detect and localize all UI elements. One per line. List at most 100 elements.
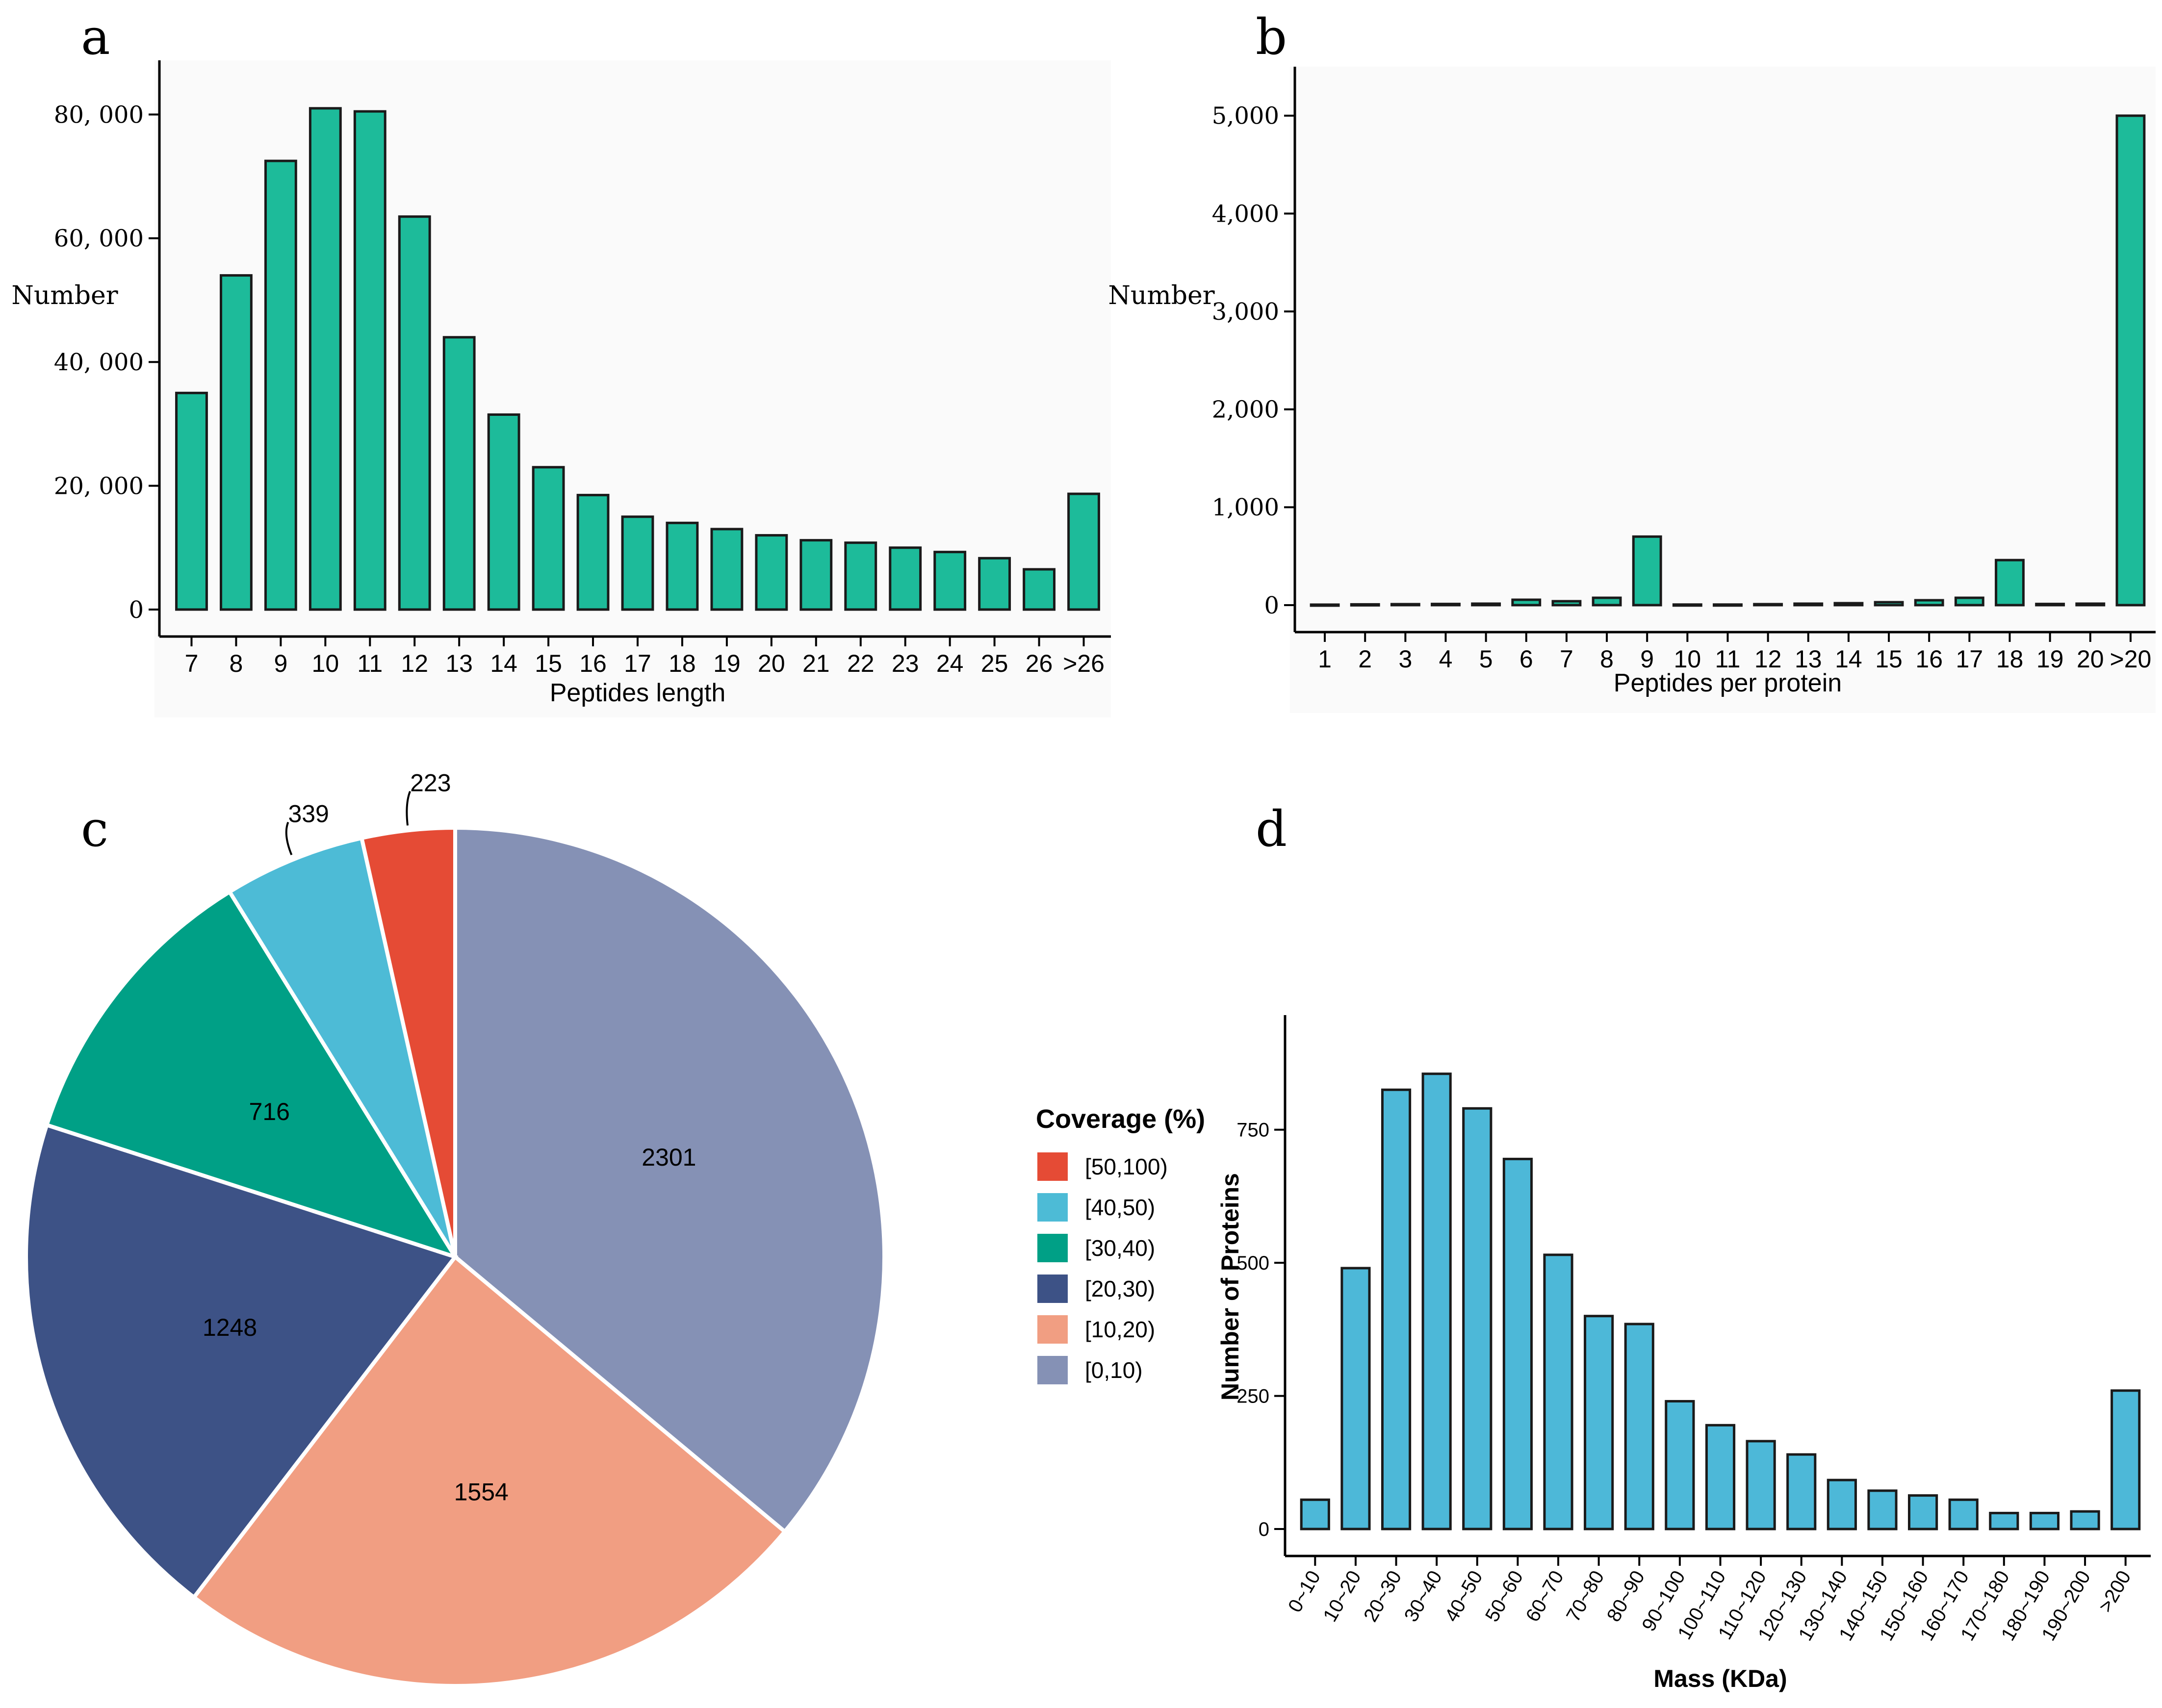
x-axis-title: Peptides length [550,679,726,707]
y-tick-label: 80, 000 [54,101,144,128]
bar [1502,1157,1533,1530]
x-tick-label: 23 [892,650,919,677]
bar [1543,1253,1573,1530]
x-tick-label: 30~40 [1400,1567,1446,1626]
bar [2075,602,2106,607]
x-tick-label: 8 [230,650,243,677]
bar [1592,596,1622,607]
pie-slice-label: 2301 [642,1144,696,1171]
y-axis-title: Number of Proteins [1216,1173,1244,1401]
pie-slice-label: 716 [249,1098,290,1125]
bar [576,494,610,611]
pie-slice-label: 1554 [454,1478,509,1505]
x-tick-label: 17 [1956,645,1983,673]
bar [799,539,833,611]
bar [621,515,654,611]
bar [1746,1440,1776,1530]
x-tick-label: 5 [1479,645,1493,673]
x-tick-label: 6 [1519,645,1533,673]
x-axis-title: Peptides per protein [1614,669,1842,697]
y-tick-label: 0 [129,596,144,624]
y-tick-label: 60, 000 [54,225,144,253]
x-tick-label: 18 [669,650,696,677]
y-tick-label: 0 [1259,1519,1269,1540]
y-tick-label: 20, 000 [54,472,144,500]
y-tick-label: 500 [1236,1252,1269,1274]
x-tick-label: 50~60 [1481,1567,1527,1626]
bar [175,391,208,611]
pie-slice-label: 1248 [203,1314,257,1341]
legend-item-label: [20,30) [1085,1276,1155,1301]
bar [933,551,967,611]
bar [1874,601,1904,607]
pie-leader-line [285,821,293,856]
x-tick-label: 16 [1915,645,1943,673]
x-tick-label: 14 [490,650,517,677]
x-tick-label: 19 [2036,645,2064,673]
y-tick-label: 5,000 [1212,102,1279,130]
bar [1786,1453,1817,1530]
bar [1672,603,1702,607]
x-tick-label: 11 [1715,645,1741,673]
bar [353,110,386,611]
chart-coverage-pie: 2301 1554 1248 716 339 223 Coverage (%) [50,100… [24,769,1205,1688]
bar [978,557,1011,611]
x-tick-label: 9 [274,650,287,677]
x-axis-title: Mass (KDa) [1653,1665,1787,1692]
bar [710,528,744,611]
bar [1989,1511,2019,1530]
bar [1753,603,1783,607]
x-tick-label: >26 [1063,650,1105,677]
x-tick-label: 12 [401,650,428,677]
plot-background [1290,67,2156,713]
x-tick-label: 20 [2077,645,2104,673]
y-tick-label: 250 [1236,1386,1269,1407]
x-tick-label: 22 [847,650,875,677]
x-tick-label: 1 [1318,645,1332,673]
x-tick-label: 7 [185,650,199,677]
pie-slice [24,1122,459,1600]
legend-item-label: [50,100) [1085,1154,1168,1179]
bar [1421,1072,1452,1530]
x-tick-label: 13 [445,650,473,677]
pie-leader-line [406,790,411,826]
bar [755,534,788,611]
bar [1471,602,1501,607]
x-tick-label: 60~70 [1522,1567,1568,1626]
y-tick-label: 40, 000 [54,349,144,376]
bar [1948,1498,1979,1530]
chart-protein-mass: 0 250 500 750 0~1010~2020~3030~4040~5050~606… [1216,1015,2151,1692]
x-tick-label: 16 [579,650,607,677]
bar [1713,603,1743,607]
x-tick-label: 10 [1674,645,1701,673]
pie-slice [44,889,460,1261]
panel-label-a: a [81,8,110,66]
panel-label-d: d [1256,800,1287,858]
x-tick-label: >200 [2094,1567,2135,1616]
bar [264,159,297,611]
legend-swatch [1037,1193,1068,1222]
x-tick-label: 3 [1398,645,1412,673]
bar [1705,1424,1736,1530]
x-tick-label: 17 [624,650,651,677]
legend-swatch [1037,1275,1068,1303]
x-tick-label: 4 [1439,645,1453,673]
bar [1827,1479,1857,1530]
bar [1067,492,1100,611]
bar [1310,603,1340,607]
pie-slice [227,836,457,1258]
x-tick-label: 70~80 [1562,1567,1608,1626]
legend-item-label: [10,20) [1085,1317,1155,1342]
bar [1551,600,1582,607]
bar [487,413,520,611]
x-tick-label: 19 [713,650,741,677]
legend-item-label: [0,10) [1085,1357,1143,1383]
x-tick-label: 24 [936,650,964,677]
x-tick-label: 15 [1875,645,1903,673]
bar [2115,114,2146,607]
bar [1914,599,1944,607]
x-tick-label: 12 [1754,645,1782,673]
pie-slice [453,825,886,1534]
bar [1584,1315,1614,1530]
